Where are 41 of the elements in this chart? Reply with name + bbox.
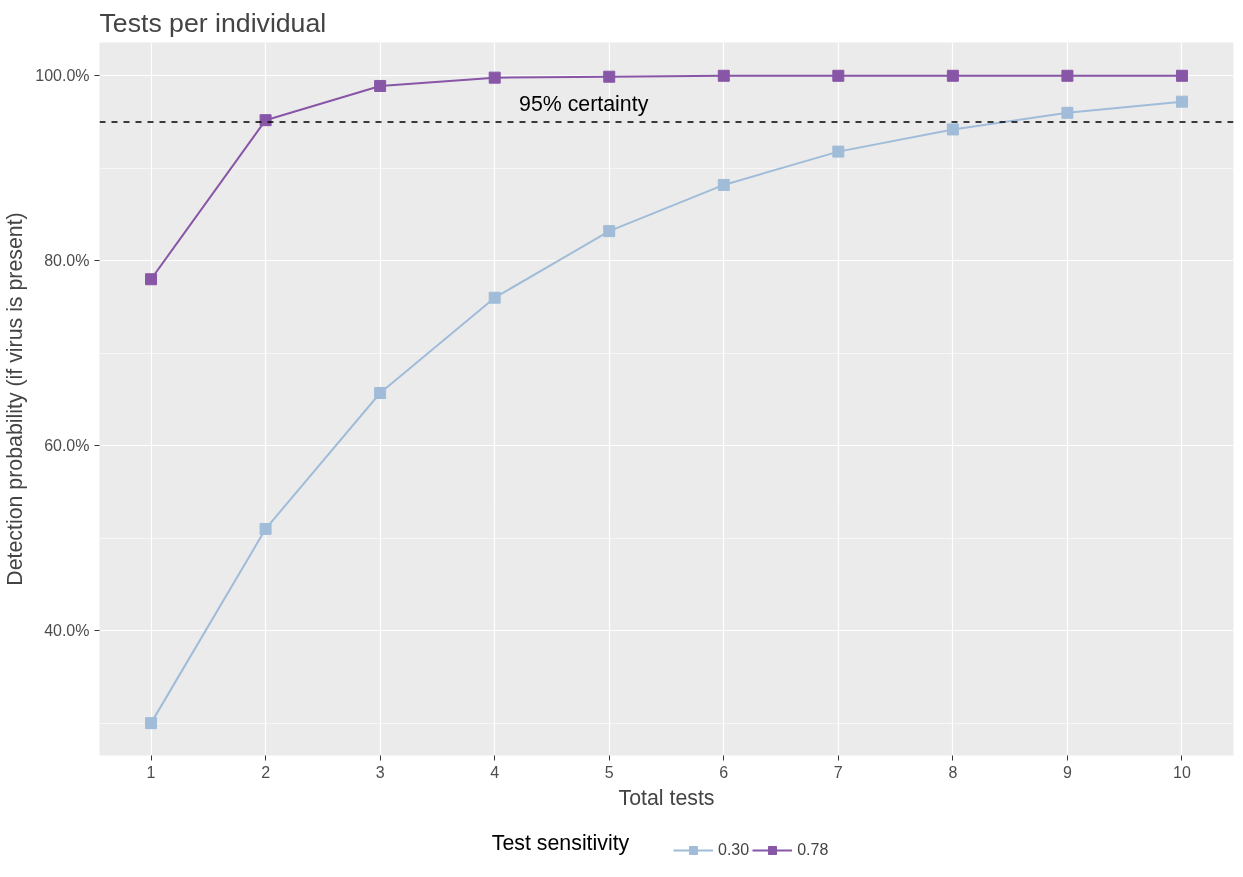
point — [374, 79, 387, 92]
x-tick-label: 10 — [1173, 763, 1191, 781]
point — [832, 69, 845, 82]
x-tick-label: 7 — [833, 763, 843, 781]
point — [145, 717, 158, 730]
point — [717, 69, 730, 82]
x-tick-label: 9 — [1062, 763, 1072, 781]
point — [603, 70, 616, 83]
point — [832, 145, 845, 158]
x-tick-label: 8 — [948, 763, 958, 781]
point — [717, 178, 730, 191]
point — [946, 123, 959, 136]
point — [1175, 95, 1188, 108]
chart-title: Tests per individual — [99, 7, 327, 38]
legend-label: 0.30 — [718, 841, 750, 859]
point — [1175, 69, 1188, 82]
point — [488, 291, 501, 304]
legend-title: Test sensitivity — [491, 830, 630, 855]
x-tick-label: 6 — [719, 763, 729, 781]
point — [1061, 69, 1074, 82]
point — [603, 225, 616, 238]
point — [259, 522, 272, 535]
x-tick-label: 2 — [261, 763, 271, 781]
point — [374, 386, 387, 399]
point — [946, 69, 959, 82]
x-tick-label: 5 — [604, 763, 614, 781]
ref-line-label: 95% certainty — [519, 92, 649, 117]
point — [259, 114, 272, 127]
point — [1061, 106, 1074, 119]
x-tick-label: 1 — [146, 763, 156, 781]
y-tick-label: 40.0% — [44, 622, 90, 640]
point — [488, 71, 501, 84]
legend-label: 0.78 — [797, 841, 829, 859]
x-axis-title: Total tests — [618, 785, 715, 810]
x-tick-label: 3 — [375, 763, 385, 781]
x-tick-label: 4 — [490, 763, 500, 781]
y-tick-label: 60.0% — [44, 437, 90, 455]
y-tick-label: 100.0% — [35, 67, 90, 85]
point — [145, 273, 158, 286]
y-tick-label: 80.0% — [44, 252, 90, 270]
y-axis-title: Detection probability (if virus is present) — [3, 212, 28, 586]
